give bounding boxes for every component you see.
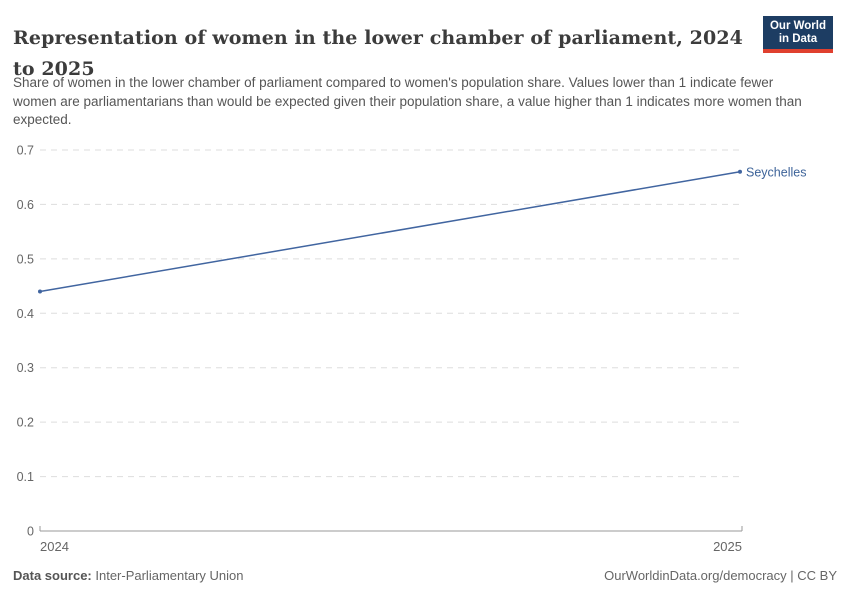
y-tick-label: 0.7 bbox=[17, 144, 34, 158]
license-note: OurWorldinData.org/democracy | CC BY bbox=[604, 568, 837, 583]
series-end-point[interactable] bbox=[738, 169, 742, 174]
x-tick-label: 2025 bbox=[713, 539, 742, 554]
y-tick-label: 0 bbox=[27, 525, 34, 539]
owid-logo-red-bar bbox=[762, 49, 833, 53]
data-source-label: Data source: bbox=[13, 568, 92, 583]
owid-logo-line1: Our World bbox=[769, 20, 826, 32]
data-source-value: Inter-Parliamentary Union bbox=[91, 568, 244, 583]
owid-logo[interactable]: Our World in Data bbox=[762, 16, 833, 53]
y-tick-label: 0.4 bbox=[17, 307, 34, 321]
series-label[interactable]: Seychelles bbox=[746, 165, 806, 179]
series-start-point[interactable] bbox=[38, 289, 42, 294]
y-tick-label: 0.3 bbox=[17, 361, 34, 375]
y-tick-label: 0.6 bbox=[17, 198, 34, 212]
y-tick-label: 0.5 bbox=[17, 252, 34, 266]
data-source-note: Data source: Inter-Parliamentary Union bbox=[13, 568, 243, 583]
series-line[interactable] bbox=[39, 171, 741, 293]
chart-title: Representation of women in the lower cha… bbox=[13, 26, 743, 80]
chart-subtitle: Share of women in the lower chamber of p… bbox=[13, 75, 802, 127]
chart-footer: Data source: Inter-Parliamentary Union O… bbox=[13, 568, 837, 583]
x-tick-label: 2024 bbox=[40, 539, 69, 554]
y-tick-label: 0.2 bbox=[17, 416, 34, 430]
y-tick-label: 0.1 bbox=[17, 470, 34, 484]
owid-logo-line2: in Data bbox=[778, 33, 818, 45]
